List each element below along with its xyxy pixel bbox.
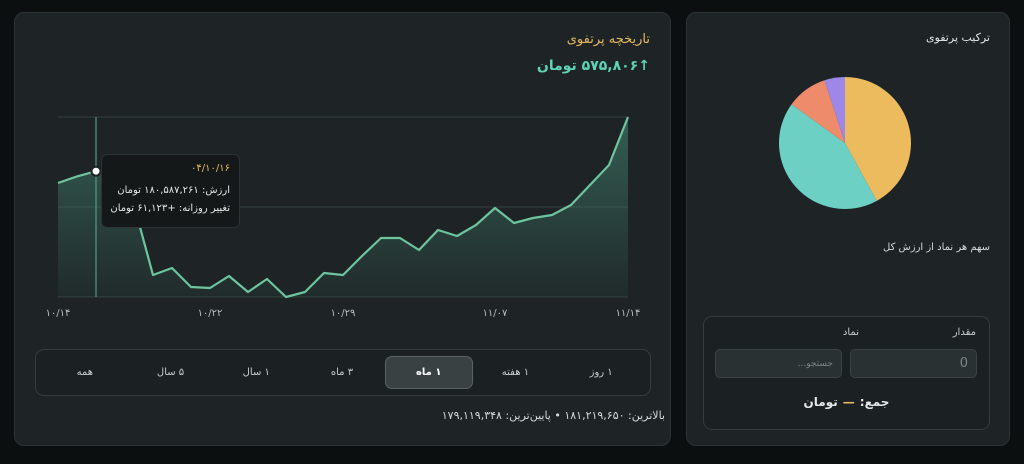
pie-slice [791,80,845,143]
range-button[interactable]: همه [76,367,94,378]
composition-title: ترکیب پرتفوی [925,31,990,44]
range-button[interactable]: ۱ روز [589,367,613,378]
total-label: جمع: [859,395,890,409]
symbol-label: نماد [842,327,859,338]
hover-point [90,165,102,177]
range-button[interactable]: ۱ سال [242,367,270,378]
tooltip: ۰۴/۱۰/۱۶ ارزش: ۱۸۰,۵۸۷,۲۶۱ تومان تغییر ر… [101,154,240,228]
allocation-form: مقدار نماد 0 جستجو... جمع: — تومان [703,316,990,430]
range-button[interactable]: ۳ ماه [330,367,354,378]
total-unit: تومان [803,395,838,409]
x-tick-label: ۱۰/۲۲ [198,308,223,319]
x-tick-label: ۱۰/۲۹ [331,308,356,319]
range-button[interactable]: ۱ هفته [501,367,530,378]
headline-value: ↑۵۷۵,۸۰۶ تومان [536,58,650,74]
symbol-input[interactable]: جستجو... [715,349,842,378]
total-row: جمع: — تومان [704,395,989,409]
price-stats: بالاترین: ۱۸۱,۲۱۹,۶۵۰ • پایین‌ترین: ۱۷۹,… [441,409,665,422]
line [57,116,630,299]
tooltip-value: ارزش: ۱۸۰,۵۸۷,۲۶۱ تومان [117,185,230,196]
amount-label: مقدار [952,327,976,338]
x-tick-label: ۱۰/۱۴ [46,308,71,319]
area [58,117,628,297]
amount-input[interactable]: 0 [850,349,977,378]
range-selector: ۱ روز ۱ هفته ۱ ماه ۳ ماه ۱ سال ۵ سال همه [35,349,651,396]
x-tick-label: ۱۱/۰۷ [483,308,508,319]
range-button[interactable]: ۵ سال [156,367,185,378]
tooltip-date: ۰۴/۱۰/۱۶ [191,163,230,174]
composition-subtitle: سهم هر نماد از ارزش کل [883,242,990,253]
history-title: تاریخچه پرتفوی [566,32,650,47]
range-button[interactable]: ۱ ماه [384,356,473,389]
pie-slice [845,77,911,201]
tooltip-change: تغییر روزانه: +۶۱,۱۲۳ تومان [110,203,230,214]
pie-slice [779,104,877,210]
total-value: — [842,395,855,409]
pie-slice [824,77,845,143]
x-tick-label: ۱۱/۱۴ [616,308,641,319]
